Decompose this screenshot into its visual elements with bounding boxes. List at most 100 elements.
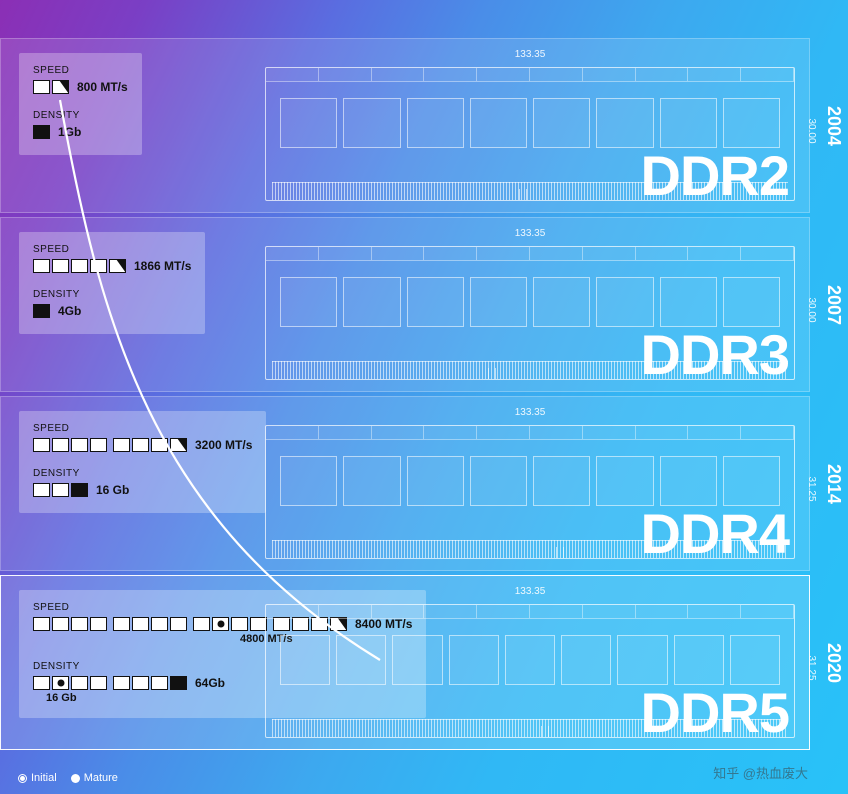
speed-label: SPEED <box>33 244 191 255</box>
module-height-label: 30.00 <box>806 118 817 143</box>
memory-chip <box>674 635 724 685</box>
info-panel: SPEED 800 MT/s DENSITY1Gb <box>19 53 142 155</box>
memory-chip <box>470 98 527 148</box>
memory-chip <box>596 277 653 327</box>
indicator-box <box>71 438 88 452</box>
indicator-box <box>90 676 107 690</box>
indicator-box <box>33 304 50 318</box>
year-label: 2007 <box>823 285 844 325</box>
indicator-box <box>170 438 187 452</box>
indicator-box <box>52 80 69 94</box>
speed-stat: SPEED 800 MT/s <box>33 65 128 94</box>
memory-chip <box>596 456 653 506</box>
density-stat: DENSITY 4Gb <box>33 289 191 318</box>
speed-label: SPEED <box>33 423 252 434</box>
density-label: DENSITY <box>33 289 191 300</box>
speed-stat: SPEED 3200 MT/s <box>33 423 252 452</box>
density-value: 64Gb <box>195 676 225 690</box>
memory-chip <box>533 98 590 148</box>
memory-chip <box>280 456 337 506</box>
memory-chip <box>392 635 442 685</box>
indicator-box <box>71 483 88 497</box>
memory-chip <box>343 277 400 327</box>
generation-rows: SPEED800 MT/sDENSITY1Gb 133.35 30.00 DDR… <box>0 38 810 750</box>
speed-stat: SPEED1866 MT/s <box>33 244 191 273</box>
memory-chip <box>407 98 464 148</box>
density-label: DENSITY <box>33 468 252 479</box>
memory-chip <box>470 456 527 506</box>
indicator-box <box>33 80 50 94</box>
indicator-box <box>193 617 210 631</box>
memory-chip <box>660 98 717 148</box>
memory-chip <box>723 277 780 327</box>
module-width-label: 133.35 <box>265 407 795 418</box>
indicator-box <box>33 676 50 690</box>
indicator-box <box>71 259 88 273</box>
memory-chip <box>505 635 555 685</box>
speed-boxes: 3200 MT/s <box>33 438 252 452</box>
indicator-box <box>132 438 149 452</box>
indicator-box <box>71 617 88 631</box>
indicator-box <box>231 617 248 631</box>
density-boxes: 1Gb <box>33 125 128 139</box>
speed-value: 800 MT/s <box>77 80 128 94</box>
indicator-box <box>52 617 69 631</box>
memory-chip <box>660 277 717 327</box>
indicator-box <box>212 617 229 631</box>
legend-initial: Initial <box>18 772 57 784</box>
infographic-canvas: SPEED800 MT/sDENSITY1Gb 133.35 30.00 DDR… <box>0 0 848 794</box>
year-label: 2020 <box>823 643 844 683</box>
generation-label: DDR4 <box>641 501 789 566</box>
memory-chip <box>343 456 400 506</box>
memory-chip <box>723 98 780 148</box>
memory-chip <box>280 98 337 148</box>
indicator-box <box>170 676 187 690</box>
speed-label: SPEED <box>33 65 128 76</box>
density-boxes: 16 Gb <box>33 483 252 497</box>
density-value: 16 Gb <box>96 483 129 497</box>
generation-row-ddr5: SPEED8400 MT/s4800 MT/sDENSITY64Gb16 Gb … <box>0 575 810 750</box>
indicator-box <box>52 676 69 690</box>
memory-chip <box>336 635 386 685</box>
density-stat: DENSITY 16 Gb <box>33 468 252 497</box>
density-value: 1Gb <box>58 125 81 139</box>
module-height-label: 30.00 <box>806 297 817 322</box>
density-value: 4Gb <box>58 304 81 318</box>
indicator-box <box>33 125 50 139</box>
memory-chip <box>407 277 464 327</box>
indicator-box <box>33 259 50 273</box>
generation-label: DDR2 <box>641 143 789 208</box>
indicator-box <box>71 676 88 690</box>
indicator-box <box>109 259 126 273</box>
memory-chip <box>723 456 780 506</box>
module-width-label: 133.35 <box>265 49 795 60</box>
indicator-box <box>52 259 69 273</box>
memory-chip <box>343 98 400 148</box>
year-label: 2014 <box>823 464 844 504</box>
indicator-box <box>52 438 69 452</box>
speed-boxes: 800 MT/s <box>33 80 128 94</box>
legend: Initial Mature <box>18 772 118 784</box>
indicator-box <box>151 617 168 631</box>
indicator-box <box>90 438 107 452</box>
indicator-box <box>113 617 130 631</box>
indicator-box <box>132 617 149 631</box>
indicator-box <box>33 617 50 631</box>
memory-chip <box>470 277 527 327</box>
generation-label: DDR5 <box>641 680 789 745</box>
memory-chip <box>596 98 653 148</box>
density-stat: DENSITY1Gb <box>33 110 128 139</box>
memory-chip <box>533 277 590 327</box>
indicator-box <box>132 676 149 690</box>
memory-chip <box>617 635 667 685</box>
module-width-label: 133.35 <box>265 228 795 239</box>
generation-label: DDR3 <box>641 322 789 387</box>
legend-mature: Mature <box>71 772 118 784</box>
generation-row-ddr3: SPEED1866 MT/sDENSITY4Gb 133.35 30.00 DD… <box>0 217 810 392</box>
indicator-box <box>33 483 50 497</box>
indicator-box <box>113 438 130 452</box>
memory-chip <box>730 635 780 685</box>
indicator-box <box>33 438 50 452</box>
generation-row-ddr4: SPEED3200 MT/sDENSITY16 Gb 133.35 31.25 … <box>0 396 810 571</box>
info-panel: SPEED 3200 MT/s DENSITY 16 Gb <box>19 411 266 513</box>
